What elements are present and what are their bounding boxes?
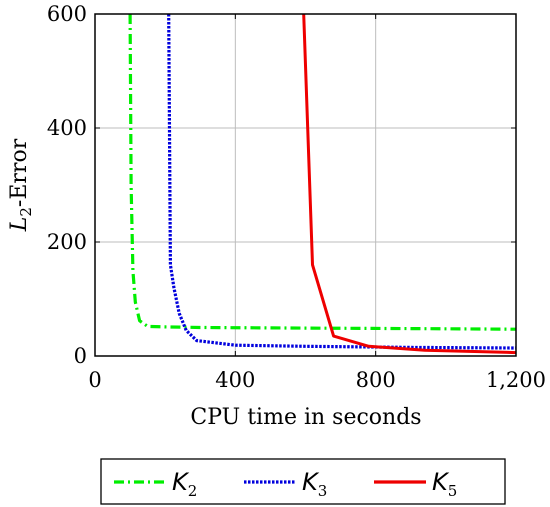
- y-axis-title: L2-Error: [7, 138, 35, 232]
- series-line-K5: [302, 13, 517, 355]
- grid-lines: [95, 14, 516, 356]
- legend-label-main: K: [172, 468, 190, 496]
- legend-box: [100, 458, 506, 505]
- y-axis-title-rest: -Error: [7, 138, 32, 207]
- axis-ticks: 0 400 800 1,200 0 200 400 600: [47, 2, 546, 392]
- y-axis-title-sub: 2: [17, 207, 35, 217]
- legend-label-K3: K3: [302, 468, 327, 500]
- legend-label-sub: 3: [318, 482, 328, 500]
- y-axis-title-main: L: [7, 217, 32, 233]
- series-lines: [128, 13, 517, 355]
- y-tick-label-2: 400: [47, 116, 87, 140]
- x-tick-label-0: 0: [88, 368, 101, 392]
- plot-frame: [94, 13, 517, 357]
- legend-label-main: K: [302, 468, 320, 496]
- legend: K2 K3 K5: [100, 458, 506, 505]
- x-axis-title: CPU time in seconds: [190, 405, 421, 430]
- legend-label-sub: 5: [448, 482, 458, 500]
- legend-label-main: K: [432, 468, 450, 496]
- legend-label-K5: K5: [432, 468, 457, 500]
- series-line-K3: [167, 13, 517, 350]
- svg-text:L2-Error: L2-Error: [7, 138, 35, 232]
- y-tick-label-3: 600: [47, 2, 87, 26]
- y-tick-label-1: 200: [47, 230, 87, 254]
- legend-label-sub: 2: [188, 482, 198, 500]
- x-tick-label-3: 1,200: [486, 368, 546, 392]
- x-tick-label-2: 800: [356, 368, 396, 392]
- x-tick-label-1: 400: [215, 368, 255, 392]
- legend-label-K2: K2: [172, 468, 197, 500]
- series-line-K2: [128, 13, 517, 331]
- y-tick-label-0: 0: [74, 344, 87, 368]
